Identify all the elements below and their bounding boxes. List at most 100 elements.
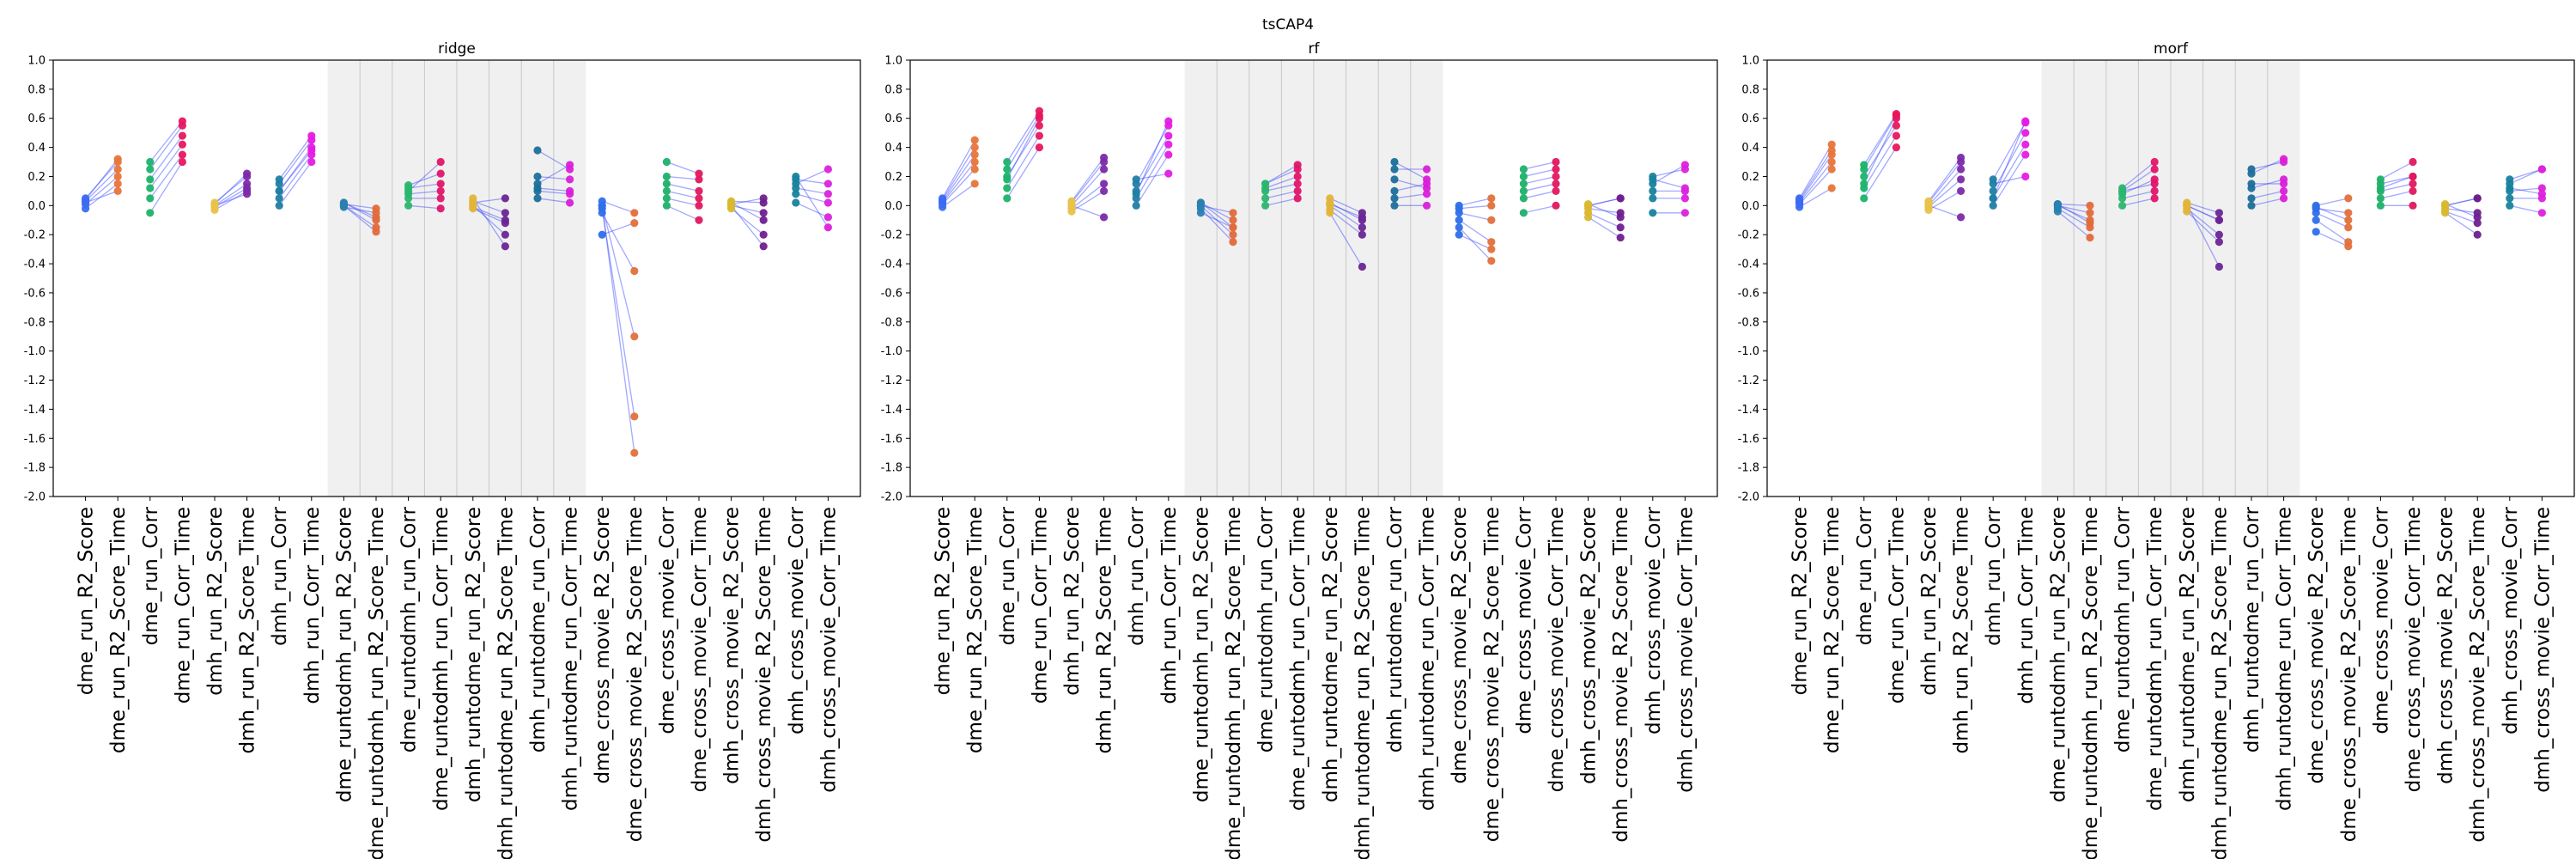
pair-line <box>150 162 183 213</box>
data-point <box>533 180 541 187</box>
data-point <box>1487 194 1495 202</box>
x-tick-label: dme_runtodmh_run_Corr <box>2112 506 2135 752</box>
data-point <box>2538 209 2546 216</box>
data-point <box>276 202 283 210</box>
data-point <box>1828 158 1836 166</box>
y-tick-label: 0.4 <box>884 142 902 155</box>
data-point <box>2312 203 2320 210</box>
data-point <box>1455 231 1463 239</box>
x-tick-label: dme_cross_movie_R2_Score <box>2306 507 2328 783</box>
data-point <box>1828 184 1836 192</box>
data-point <box>2344 216 2352 224</box>
y-tick-label: -0.4 <box>881 259 902 271</box>
y-tick-label: 0.0 <box>884 200 902 213</box>
data-point <box>146 184 154 192</box>
data-point <box>971 180 979 187</box>
data-point <box>1229 238 1236 246</box>
data-point <box>437 194 445 202</box>
data-point <box>1358 223 1366 231</box>
pair-line <box>602 209 635 417</box>
data-point <box>1423 184 1431 192</box>
pair-line <box>1459 235 1492 249</box>
data-point <box>1229 231 1236 239</box>
x-tick-label: dme_run_R2_Score <box>933 507 955 695</box>
data-point <box>210 200 218 208</box>
x-tick-label: dme_runtodmh_run_Corr_Time <box>2144 507 2166 811</box>
y-tick-label: -1.6 <box>881 433 902 446</box>
data-point <box>114 173 122 180</box>
data-point <box>2474 231 2482 239</box>
data-point <box>243 190 251 198</box>
y-tick-label: 1.0 <box>27 55 46 68</box>
data-point <box>695 194 702 202</box>
y-tick-label: -0.8 <box>881 316 902 329</box>
pair-line <box>1136 121 1169 194</box>
data-point <box>146 194 154 202</box>
data-point <box>1487 246 1495 253</box>
y-tick-label: -2.0 <box>24 491 46 504</box>
y-tick-label: 0.4 <box>27 142 46 155</box>
x-tick-label: dme_runtodmh_run_R2_Score <box>1190 507 1212 802</box>
x-tick-label: dme_runtodmh_run_R2_Score <box>333 507 355 802</box>
pair-line <box>1523 184 1556 191</box>
data-point <box>1990 194 1997 202</box>
data-point <box>1552 165 1559 173</box>
data-point <box>1261 184 1269 192</box>
data-point <box>1358 213 1366 221</box>
pair-line <box>2445 204 2478 217</box>
data-point <box>2151 194 2159 202</box>
data-point <box>1455 216 1463 224</box>
pair-line <box>1459 220 1492 241</box>
data-point <box>1164 141 1172 149</box>
data-point <box>1455 204 1463 212</box>
pair-line <box>666 191 699 198</box>
data-point <box>2086 202 2093 210</box>
data-point <box>2118 187 2126 195</box>
y-tick-label: -0.8 <box>1738 316 1759 329</box>
pair-line <box>1007 125 1040 176</box>
data-point <box>1828 146 1836 154</box>
pair-line <box>2316 198 2348 205</box>
data-point <box>760 194 768 202</box>
pair-line <box>1864 114 1897 165</box>
x-tick-label: dmh_cross_movie_R2_Score_Time <box>2467 507 2489 843</box>
data-point <box>501 242 509 250</box>
y-tick-label: -1.8 <box>24 462 46 475</box>
data-point <box>2409 180 2416 187</box>
data-point <box>276 175 283 183</box>
pair-line <box>943 162 975 203</box>
data-point <box>824 190 832 198</box>
data-point <box>663 158 671 166</box>
data-point <box>1860 194 1868 202</box>
data-point <box>1893 143 1900 151</box>
data-point <box>372 228 380 235</box>
data-point <box>243 169 251 177</box>
data-point <box>372 213 380 221</box>
y-tick-label: 0.6 <box>27 113 46 125</box>
y-tick-label: 1.0 <box>1741 55 1759 68</box>
data-point <box>824 180 832 187</box>
data-point <box>404 181 412 189</box>
data-point <box>2151 187 2159 195</box>
data-point <box>1003 184 1011 192</box>
data-point <box>663 180 671 187</box>
x-tick-label: dmh_runtodme_run_Corr <box>527 506 550 752</box>
data-point <box>1893 131 1900 139</box>
data-point <box>2215 238 2223 246</box>
data-point <box>1552 173 1559 180</box>
data-point <box>1003 165 1011 173</box>
x-tick-label: dmh_runtodme_run_R2_Score <box>2177 507 2199 802</box>
pair-line <box>1929 157 1961 201</box>
y-tick-label: 0.8 <box>1741 83 1759 96</box>
data-point <box>146 165 154 173</box>
data-point <box>1957 187 1965 195</box>
pair-line <box>1864 119 1897 184</box>
data-point <box>2280 180 2287 187</box>
pair-line <box>796 188 829 194</box>
data-point <box>501 216 509 224</box>
data-point <box>2247 194 2255 202</box>
data-point <box>1294 180 1302 187</box>
data-point <box>469 198 477 206</box>
data-point <box>663 173 671 180</box>
data-point <box>307 146 315 154</box>
